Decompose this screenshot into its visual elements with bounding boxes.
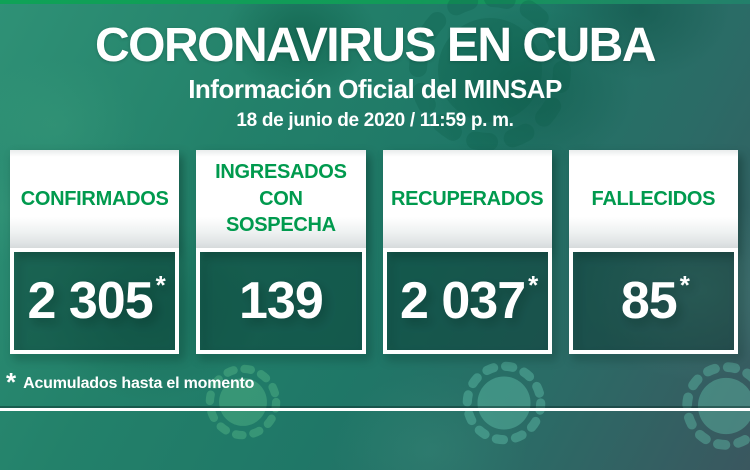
stat-value: 2 305 *: [10, 248, 180, 354]
stat-number: 2 305: [27, 272, 153, 330]
stat-value: 139: [196, 248, 366, 354]
stat-number: 2 037: [399, 272, 526, 330]
footnote-text: Acumulados hasta el momento: [23, 375, 255, 392]
stat-card-recuperados: RECUPERADOS 2 037 *: [382, 150, 552, 354]
stat-label: RECUPERADOS: [382, 150, 552, 248]
header: CORONAVIRUS EN CUBA Información Oficial …: [0, 0, 750, 132]
stat-label: INGRESADOS CON SOSPECHA: [196, 150, 366, 248]
stat-card-fallecidos: FALLECIDOS 85 *: [568, 150, 738, 354]
stat-number: 85: [620, 272, 678, 330]
stat-card-confirmados: CONFIRMADOS 2 305 *: [10, 150, 180, 354]
stat-label: FALLECIDOS: [568, 150, 738, 248]
asterisk-marker: *: [6, 367, 17, 397]
stat-card-ingresados: INGRESADOS CON SOSPECHA 139: [196, 150, 366, 354]
stat-value: 85 *: [568, 248, 738, 354]
page-title: CORONAVIRUS EN CUBA: [95, 19, 656, 72]
virus-icon: [682, 362, 750, 450]
stat-value: 2 037 *: [382, 248, 552, 354]
stat-label: CONFIRMADOS: [10, 150, 180, 248]
stat-number: 139: [238, 272, 324, 330]
report-date: 18 de junio de 2020 / 11:59 p. m.: [236, 110, 514, 131]
page-subtitle: Información Oficial del MINSAP: [188, 74, 562, 104]
stat-cards-row: CONFIRMADOS 2 305 * INGRESADOS CON SOSPEC…: [10, 150, 738, 354]
top-accent-strip: [0, 0, 750, 4]
virus-icon: [462, 361, 546, 445]
footnote: * Acumulados hasta el momento: [6, 369, 254, 395]
divider-line: [0, 408, 750, 411]
